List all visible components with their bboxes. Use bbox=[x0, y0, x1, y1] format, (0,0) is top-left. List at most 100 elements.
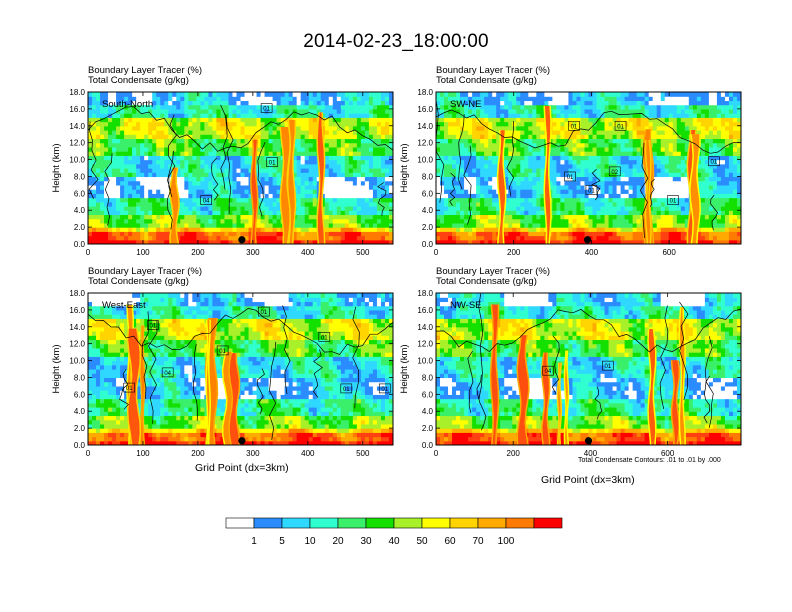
field-cell bbox=[608, 159, 614, 165]
field-cell bbox=[620, 104, 626, 110]
field-cell bbox=[492, 239, 497, 244]
x-tick-label: 300 bbox=[246, 248, 260, 257]
field-cell bbox=[348, 193, 354, 199]
field-cell bbox=[336, 134, 342, 140]
field-cell bbox=[568, 184, 574, 190]
field-cell bbox=[600, 176, 606, 182]
field-cell bbox=[492, 201, 497, 207]
field-cell bbox=[152, 197, 157, 203]
field-cell bbox=[592, 92, 598, 97]
field-cell bbox=[248, 121, 254, 127]
field-cell bbox=[488, 168, 493, 173]
field-cell bbox=[448, 197, 453, 203]
field-cell bbox=[176, 104, 181, 110]
field-cell bbox=[672, 117, 678, 123]
field-cell bbox=[388, 176, 393, 182]
field-cell bbox=[132, 163, 137, 169]
field-cell bbox=[568, 206, 574, 211]
field-cell bbox=[272, 92, 278, 97]
field-cell bbox=[300, 134, 306, 140]
field-cell bbox=[516, 168, 521, 173]
field-cell bbox=[624, 227, 630, 232]
field-cell bbox=[480, 104, 485, 110]
field-cell bbox=[512, 134, 517, 140]
field-cell bbox=[188, 142, 193, 148]
field-cell bbox=[312, 138, 318, 144]
field-cell bbox=[248, 163, 254, 169]
field-cell bbox=[264, 197, 270, 203]
field-cell bbox=[480, 108, 485, 114]
field-cell bbox=[460, 163, 465, 169]
field-cell bbox=[600, 193, 606, 199]
field-cell bbox=[620, 180, 626, 186]
field-cell bbox=[308, 155, 314, 161]
field-cell bbox=[336, 227, 342, 232]
field-cell bbox=[296, 184, 302, 190]
field-cell bbox=[460, 184, 465, 190]
field-cell bbox=[120, 184, 125, 190]
field-cell bbox=[528, 92, 533, 97]
field-cell bbox=[452, 130, 457, 135]
field-cell bbox=[592, 117, 598, 123]
field-cell bbox=[516, 231, 521, 237]
field-cell bbox=[332, 163, 338, 169]
field-cell bbox=[152, 172, 157, 178]
field-cell bbox=[628, 214, 634, 220]
field-cell bbox=[520, 117, 525, 123]
field-cell bbox=[140, 214, 145, 220]
field-cell bbox=[444, 235, 449, 241]
field-cell bbox=[232, 134, 238, 140]
field-cell bbox=[168, 222, 173, 228]
field-cell bbox=[588, 163, 594, 169]
field-cell bbox=[308, 121, 314, 127]
field-cell bbox=[628, 104, 634, 110]
field-cell bbox=[628, 96, 634, 102]
field-cell bbox=[208, 113, 213, 118]
field-cell bbox=[232, 138, 238, 144]
field-cell bbox=[536, 184, 541, 190]
field-cell bbox=[636, 197, 642, 203]
field-cell bbox=[244, 113, 250, 118]
field-cell bbox=[328, 142, 334, 148]
field-cell bbox=[296, 100, 302, 106]
field-cell bbox=[372, 121, 378, 127]
field-cell bbox=[668, 231, 674, 237]
field-cell bbox=[192, 159, 197, 165]
field-cell bbox=[576, 96, 582, 102]
field-cell bbox=[316, 96, 322, 102]
field-cell bbox=[104, 108, 109, 114]
field-cell bbox=[568, 151, 574, 156]
field-cell bbox=[480, 125, 485, 131]
field-cell bbox=[332, 239, 338, 244]
field-cell bbox=[492, 159, 497, 165]
field-cell bbox=[444, 163, 449, 169]
field-cell bbox=[300, 239, 306, 244]
field-cell bbox=[120, 130, 125, 135]
field-cell bbox=[96, 176, 101, 182]
field-cell bbox=[224, 168, 230, 173]
field-cell bbox=[156, 168, 161, 173]
field-cell bbox=[532, 121, 537, 127]
field-cell bbox=[264, 193, 270, 199]
field-cell bbox=[92, 218, 97, 224]
field-cell bbox=[276, 96, 282, 102]
field-cell bbox=[384, 142, 390, 148]
field-cell bbox=[548, 92, 553, 97]
field-cell bbox=[136, 142, 141, 148]
field-cell bbox=[132, 235, 137, 241]
field-cell bbox=[344, 189, 350, 194]
field-cell bbox=[272, 222, 278, 228]
field-cell bbox=[648, 100, 654, 106]
field-cell bbox=[632, 121, 638, 127]
field-cell bbox=[460, 227, 465, 232]
field-cell bbox=[532, 146, 537, 152]
field-cell bbox=[668, 159, 674, 165]
field-cell bbox=[496, 134, 501, 140]
field-cell bbox=[600, 108, 606, 114]
field-cell bbox=[632, 222, 638, 228]
field-cell bbox=[292, 231, 298, 237]
field-cell bbox=[636, 125, 642, 131]
field-cell bbox=[116, 151, 121, 156]
field-cell bbox=[448, 227, 453, 232]
field-cell bbox=[580, 92, 586, 97]
